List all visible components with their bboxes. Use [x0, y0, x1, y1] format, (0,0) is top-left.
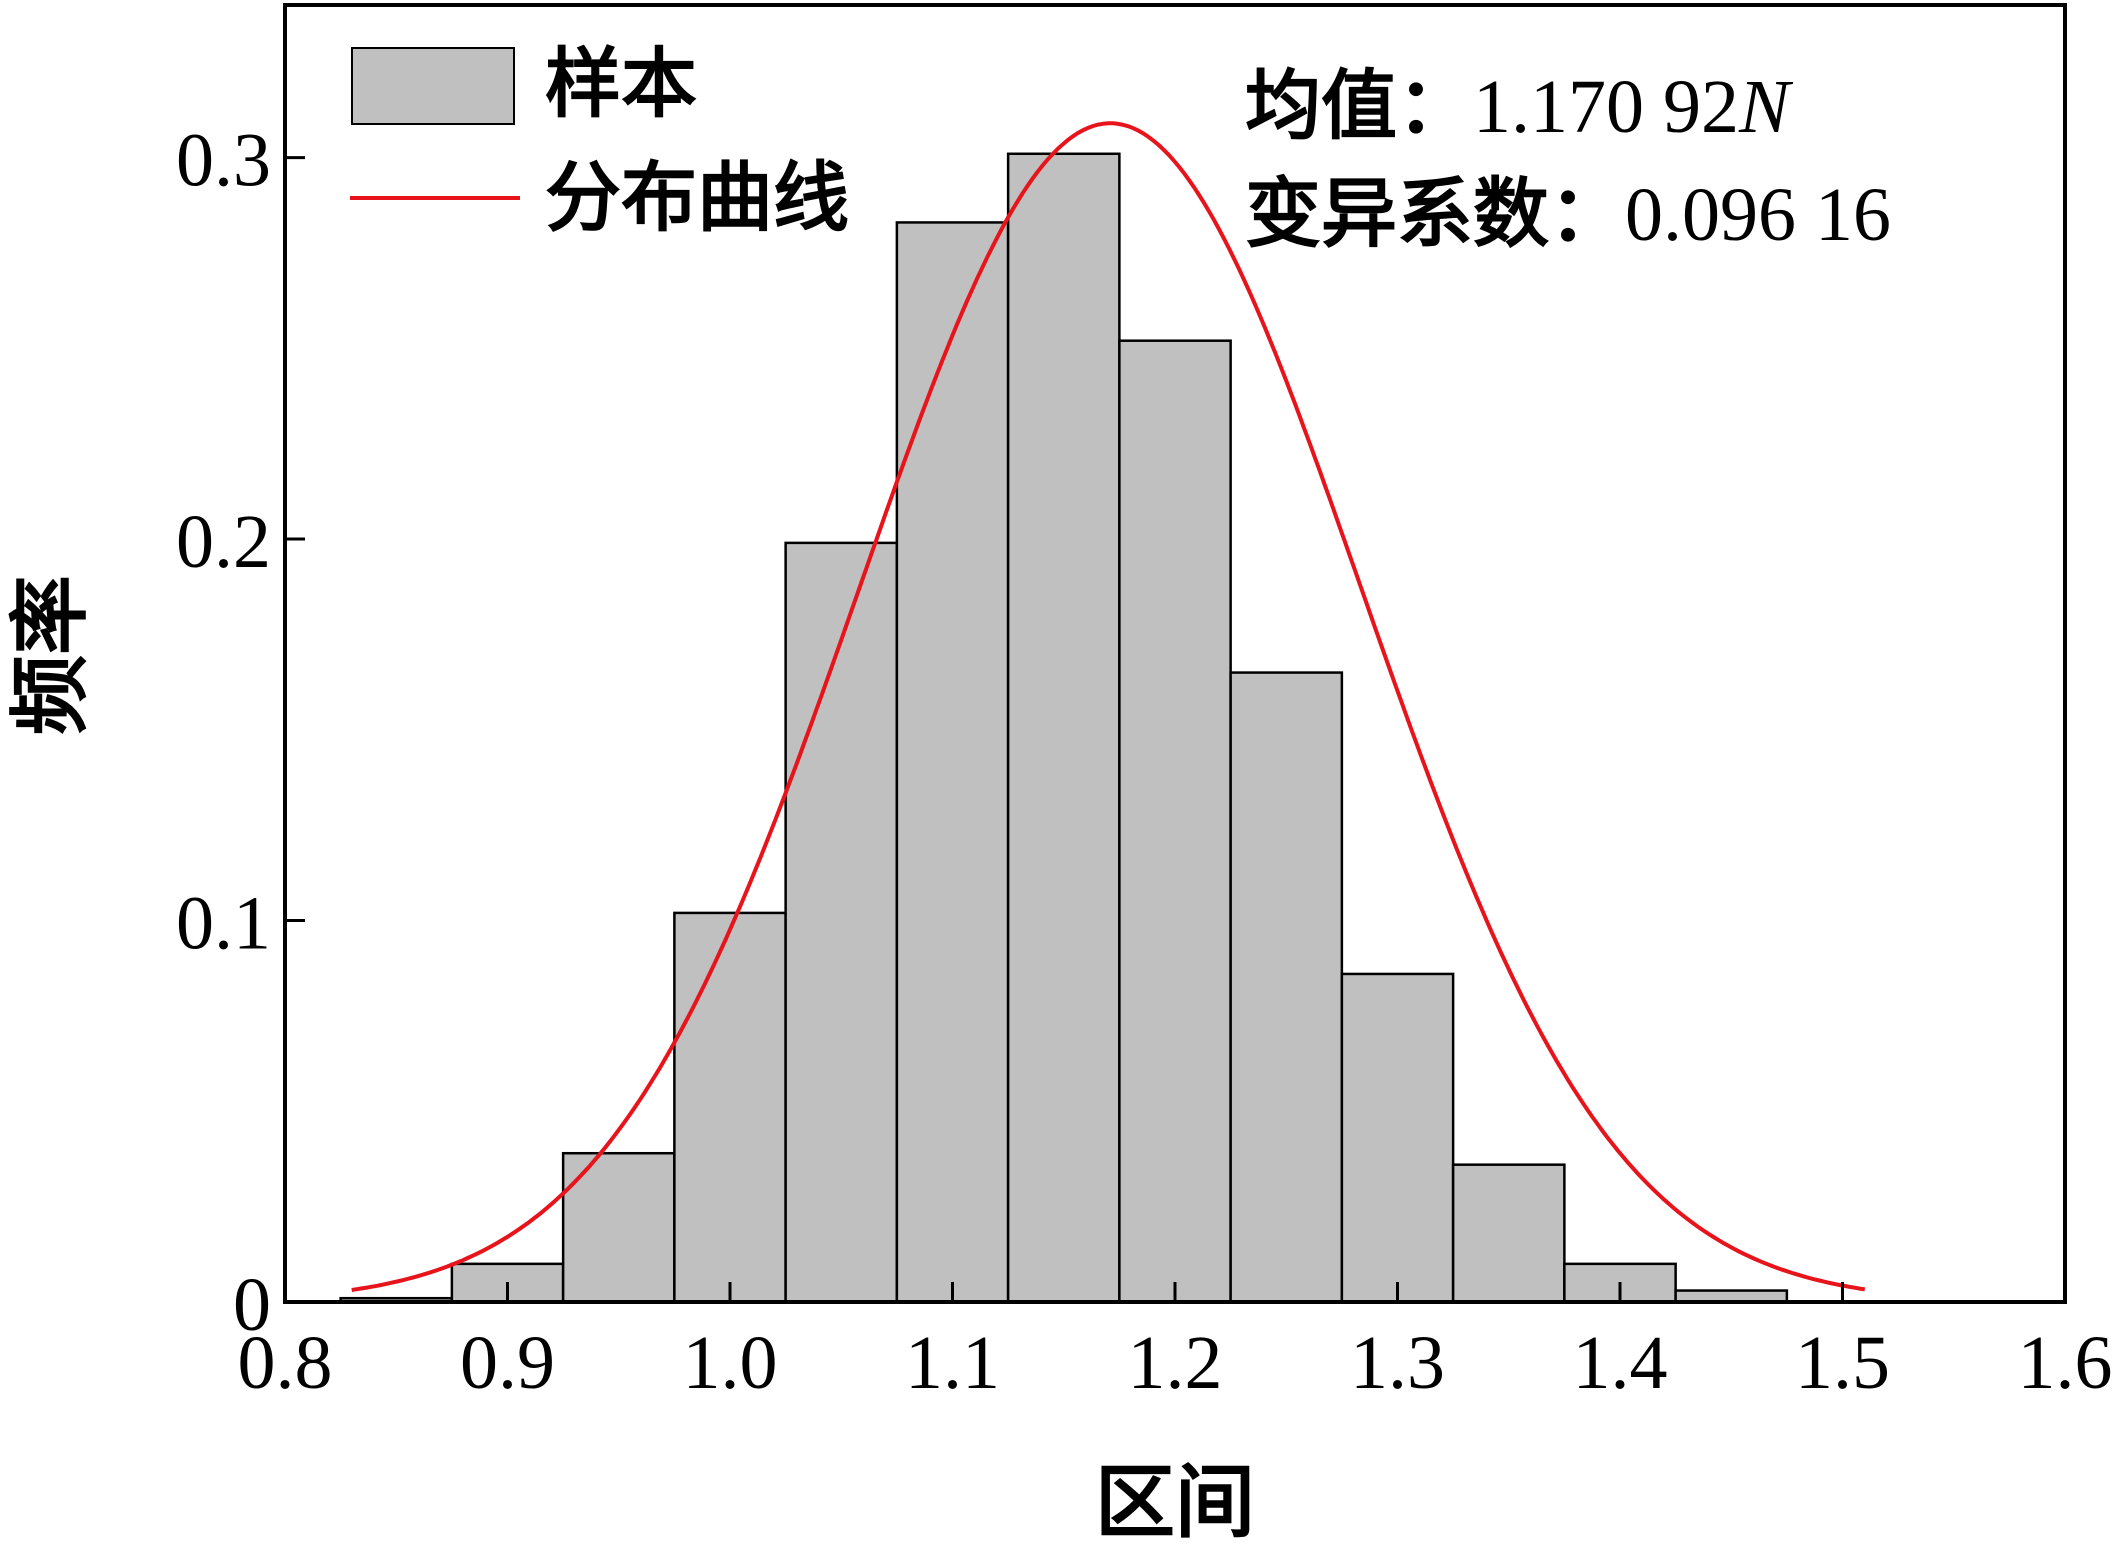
distribution-curve — [351, 121, 1866, 1292]
histogram-bar — [784, 541, 899, 1304]
mean-value: 1.170 92 — [1473, 65, 1739, 149]
x-axis-ticks: 0.8 0.9 1.0 1.1 1.2 1.3 1.4 1.5 1.6 — [238, 1282, 2113, 1405]
x-tick-label: 1.0 — [683, 1321, 778, 1405]
legend-swatch-sample — [351, 47, 515, 125]
y-tick-label: 0 — [233, 1263, 271, 1347]
statistics-annotation: 均值：1.170 92N 变异系数：0.096 16 — [1245, 61, 1891, 258]
histogram-bar — [1118, 339, 1232, 1304]
x-tick-label: 0.9 — [460, 1321, 555, 1405]
mean-annotation: 均值：1.170 92N — [1245, 61, 1794, 150]
x-axis-title: 区间 — [1095, 1456, 1255, 1547]
histogram-bar — [1229, 671, 1344, 1304]
y-tick-label: 0.2 — [176, 500, 271, 584]
histogram-bar — [673, 911, 787, 1304]
legend-label-curve: 分布曲线 — [545, 153, 849, 242]
x-tick-label: 1.5 — [1795, 1321, 1890, 1405]
histogram-bar — [1340, 972, 1455, 1304]
legend: 样本 分布曲线 — [350, 39, 849, 242]
x-tick-label: 1.4 — [1573, 1321, 1668, 1405]
cv-annotation: 变异系数：0.096 16 — [1245, 169, 1891, 258]
histogram-bar — [1006, 152, 1121, 1304]
cv-key: 变异系数： — [1245, 169, 1625, 258]
histogram-bar — [895, 221, 1010, 1304]
histogram-bar — [1451, 1163, 1566, 1304]
y-axis-ticks: 0 0.1 0.2 0.3 — [176, 119, 305, 1347]
x-tick-label: 1.6 — [2018, 1321, 2113, 1405]
x-tick-label: 1.3 — [1350, 1321, 1445, 1405]
mean-key: 均值： — [1245, 61, 1473, 150]
y-axis-title: 频率 — [4, 575, 97, 735]
y-tick-label: 0.1 — [176, 882, 271, 966]
bars-group — [339, 152, 1789, 1304]
x-tick-label: 1.2 — [1128, 1321, 1223, 1405]
cv-value: 0.096 16 — [1625, 173, 1891, 257]
x-tick-label: 0.8 — [238, 1321, 333, 1405]
mean-unit: N — [1738, 65, 1794, 149]
x-tick-label: 1.1 — [905, 1321, 1000, 1405]
legend-label-sample: 样本 — [545, 39, 697, 128]
y-tick-label: 0.3 — [176, 119, 271, 203]
